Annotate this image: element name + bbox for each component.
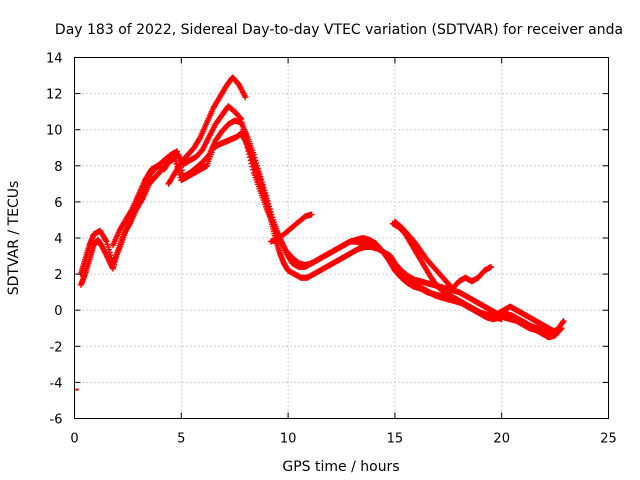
series-track-7 bbox=[391, 218, 495, 292]
series-track-5 bbox=[268, 211, 315, 245]
data-point bbox=[260, 184, 267, 191]
x-tick-label: 15 bbox=[387, 432, 404, 447]
y-tick-label: 0 bbox=[54, 304, 62, 319]
y-tick-label: 6 bbox=[54, 196, 62, 211]
data-point bbox=[560, 318, 567, 325]
data-point bbox=[256, 170, 263, 177]
data-point bbox=[106, 249, 113, 256]
data-point bbox=[308, 211, 315, 218]
y-tick-label: -2 bbox=[50, 340, 63, 355]
data-point bbox=[250, 166, 257, 173]
data-point bbox=[241, 130, 248, 137]
data-point bbox=[178, 167, 185, 174]
data-point bbox=[246, 154, 253, 161]
y-tick-label: 4 bbox=[54, 232, 62, 247]
x-tick-label: 25 bbox=[600, 432, 617, 447]
data-point bbox=[107, 252, 114, 259]
data-point bbox=[245, 147, 252, 154]
data-point bbox=[264, 197, 271, 204]
data-point bbox=[105, 244, 112, 251]
data-point bbox=[255, 168, 262, 175]
x-tick-label: 5 bbox=[177, 432, 185, 447]
data-point bbox=[240, 126, 247, 133]
data-point bbox=[104, 241, 111, 248]
data-point bbox=[103, 238, 110, 245]
series-track-3 bbox=[109, 103, 565, 341]
data-point bbox=[250, 151, 257, 158]
data-point bbox=[239, 123, 246, 130]
data-point bbox=[488, 263, 495, 270]
data-point bbox=[261, 187, 268, 194]
y-tick-label: 2 bbox=[54, 268, 62, 283]
x-tick-label: 20 bbox=[493, 432, 510, 447]
y-axis-label: SDTVAR / TECUs bbox=[6, 181, 22, 296]
data-point bbox=[254, 165, 261, 172]
data-point bbox=[247, 157, 254, 164]
axis-ticks bbox=[74, 57, 609, 419]
data-point bbox=[242, 94, 249, 101]
data-point bbox=[249, 163, 256, 170]
data-point bbox=[244, 144, 251, 151]
data-point bbox=[246, 151, 253, 158]
y-tick-label: 14 bbox=[46, 52, 63, 67]
data-point bbox=[242, 133, 249, 140]
y-tick-label: 8 bbox=[54, 160, 62, 175]
series-track-4 bbox=[165, 74, 249, 187]
data-point bbox=[243, 141, 250, 148]
x-tick-label: 0 bbox=[70, 432, 78, 447]
series-track-6 bbox=[389, 220, 505, 323]
data-point bbox=[557, 326, 564, 333]
y-tick-label: 10 bbox=[46, 124, 63, 139]
data-point bbox=[237, 114, 244, 121]
data-point bbox=[242, 137, 249, 144]
data-point bbox=[498, 316, 505, 323]
data-point bbox=[238, 119, 245, 126]
data-point bbox=[105, 246, 112, 253]
data-point bbox=[559, 319, 566, 326]
x-axis-label: GPS time / hours bbox=[282, 459, 399, 475]
data-point bbox=[254, 162, 261, 169]
y-tick-label: -4 bbox=[50, 376, 63, 391]
data-point bbox=[265, 200, 272, 207]
plot-area bbox=[74, 74, 567, 391]
y-tick-label: 12 bbox=[46, 88, 63, 103]
y-tick-label: -6 bbox=[50, 413, 63, 428]
chart-title: Day 183 of 2022, Sidereal Day-to-day VTE… bbox=[55, 22, 623, 38]
data-point bbox=[238, 115, 245, 122]
tick-labels: 0 5 10 15 20 25 -6 -4 -2 0 2 4 6 8 10 12 14 bbox=[46, 52, 617, 447]
data-point bbox=[248, 160, 255, 167]
x-tick-label: 10 bbox=[280, 432, 297, 447]
data-point bbox=[558, 325, 565, 332]
data-point bbox=[257, 173, 264, 180]
